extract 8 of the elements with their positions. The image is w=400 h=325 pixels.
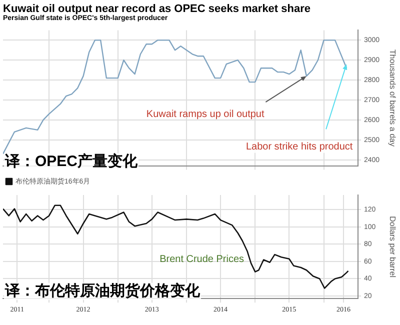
- annotation: Kuwait ramps up oil output: [146, 109, 264, 120]
- y-axis-title: Dollars per barrel: [388, 216, 397, 278]
- annotation: Labor strike hits product: [246, 142, 353, 153]
- y-axis-title: Thousands of barrels a day: [388, 50, 397, 146]
- annotation: 译：OPEC产量变化: [4, 152, 139, 170]
- annotation: Brent Crude Prices: [160, 254, 244, 265]
- chart-title: Kuwait oil output near record as OPEC seeks market share: [2, 2, 312, 15]
- annotation: 译：布伦特原油期货价格变化: [4, 281, 201, 300]
